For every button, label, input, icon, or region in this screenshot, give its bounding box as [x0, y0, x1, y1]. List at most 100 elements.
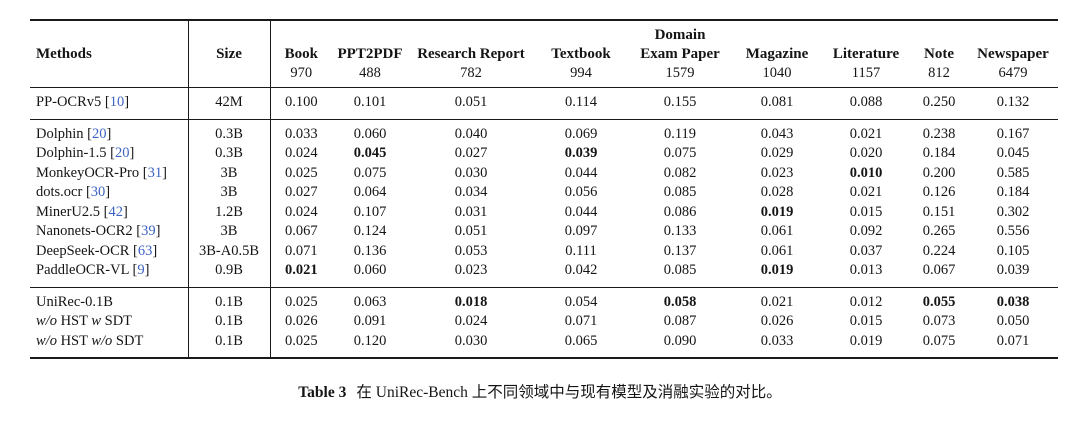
- metric-cell: 0.086: [663, 203, 697, 220]
- metric-cell: 0.028: [760, 184, 794, 200]
- citation-link[interactable]: 39: [141, 223, 156, 239]
- col-header-label: Research Report: [417, 46, 525, 62]
- metric-cell: 0.013: [849, 262, 883, 278]
- metric-cell: 0.021: [849, 184, 883, 200]
- metric-cell: 0.020: [849, 145, 883, 161]
- metric-cell: 0.021: [760, 293, 794, 310]
- metric-cell: 0.050: [996, 313, 1030, 329]
- metric-cell: 0.065: [564, 332, 598, 349]
- metric-cell: 0.184: [922, 145, 956, 161]
- citation-link[interactable]: 42: [108, 203, 124, 220]
- col-header-count: 994: [570, 65, 592, 81]
- metric-cell: 0.063: [353, 293, 387, 310]
- metric-cell: 0.155: [663, 94, 697, 110]
- citation-link[interactable]: 63: [137, 242, 153, 259]
- metric-cell: 0.051: [454, 223, 488, 239]
- metric-cell: 0.024: [454, 313, 488, 329]
- row-group-3: UniRec-0.1B 0.1B 0.025 0.063 0.018 0.054 0.058…: [30, 287, 1058, 358]
- citation-link[interactable]: 30: [90, 184, 106, 200]
- citation-link[interactable]: 10: [109, 94, 125, 110]
- metric-cell: 0.071: [564, 313, 598, 329]
- metric-cell: 0.238: [922, 125, 956, 142]
- method-name-part: SDT: [112, 332, 144, 349]
- header-row: Methods Size Book 970 PPT2PDF 488 Research R…: [30, 20, 1058, 88]
- col-header-research-report: Research Report 782: [408, 20, 534, 88]
- col-header-count: 970: [290, 65, 313, 81]
- col-header-label: Textbook: [551, 46, 611, 62]
- method-name-part: PaddleOCR-VL: [36, 262, 129, 278]
- metric-cell: 0.085: [663, 262, 697, 278]
- metric-cell: 0.010: [849, 164, 883, 181]
- metric-cell: 0.167: [996, 125, 1030, 142]
- col-header-label: Literature: [832, 46, 900, 62]
- metric-cell: 0.045: [996, 145, 1030, 161]
- metric-cell: 0.091: [353, 313, 387, 329]
- metric-cell: 0.060: [353, 262, 387, 278]
- metric-cell: 0.021: [284, 262, 318, 278]
- metric-cell: 0.200: [922, 164, 956, 181]
- metric-cell: 0.067: [284, 223, 318, 239]
- col-header-label: Methods: [36, 46, 92, 62]
- citation-link[interactable]: 31: [147, 164, 163, 181]
- metric-cell: 0.151: [922, 203, 956, 220]
- metric-cell: 0.015: [849, 313, 883, 329]
- metric-cell: 0.045: [353, 145, 387, 161]
- metric-cell: 0.024: [284, 203, 318, 220]
- col-header-label: Newspaper: [977, 46, 1049, 62]
- method-name-part: MonkeyOCR-Pro: [36, 164, 140, 181]
- col-header-label: Magazine: [745, 46, 809, 62]
- metric-cell: 0.025: [284, 332, 318, 349]
- metric-cell: 0.051: [454, 94, 488, 110]
- metric-cell: 0.054: [564, 293, 598, 310]
- metric-cell: 0.044: [564, 203, 598, 220]
- metric-cell: 0.556: [996, 223, 1030, 239]
- metric-cell: 0.038: [996, 293, 1030, 310]
- metric-cell: 0.023: [760, 164, 794, 181]
- metric-cell: 0.019: [760, 262, 794, 278]
- metric-cell: 0.023: [454, 262, 488, 278]
- metric-cell: 0.012: [849, 293, 883, 310]
- metric-cell: 0.224: [922, 242, 956, 259]
- col-header-label: Note: [924, 46, 954, 62]
- method-name: PP-OCRv5 [10]: [30, 87, 189, 119]
- metric-cell: 0.111: [565, 242, 597, 259]
- metric-cell: 0.081: [760, 94, 794, 110]
- metric-cell: 0.025: [284, 164, 318, 181]
- col-header-domain-exam-paper: Domain Exam Paper 1579: [628, 20, 732, 88]
- citation-link[interactable]: 9: [137, 262, 145, 278]
- col-header-count: 6479: [998, 65, 1028, 81]
- metric-cell: 0.250: [922, 94, 956, 110]
- metric-cell: 0.133: [663, 223, 697, 239]
- table-row: MinerU2.5 [42] 1.2B 0.024 0.107 0.031 0.044 0.…: [30, 202, 1058, 222]
- col-header-ppt2pdf: PPT2PDF 488: [332, 20, 408, 88]
- metric-cell: 0.120: [353, 332, 387, 349]
- citation-link[interactable]: 20: [92, 125, 107, 142]
- metric-cell: 0.087: [663, 313, 697, 329]
- col-header-count: [191, 64, 268, 83]
- size-value: 0.1B: [188, 331, 271, 358]
- metric-cell: 0.124: [353, 223, 387, 239]
- method-name-part: Dolphin-1.5: [36, 145, 107, 161]
- col-header-label: PPT2PDF: [337, 46, 403, 62]
- col-header-count: [36, 64, 186, 83]
- metric-cell: 0.105: [996, 242, 1030, 259]
- metric-cell: 0.043: [760, 125, 794, 142]
- col-header-label: Size: [216, 46, 242, 62]
- table-row: PaddleOCR-VL [9] 0.9B 0.021 0.060 0.023 0.042…: [30, 261, 1058, 287]
- metric-cell: 0.075: [663, 145, 697, 161]
- col-header-note: Note 812: [910, 20, 968, 88]
- citation-link[interactable]: 20: [114, 145, 130, 161]
- metric-cell: 0.585: [996, 164, 1030, 181]
- metric-cell: 0.126: [922, 184, 956, 200]
- table-caption: Table 3 在 UniRec-Bench 上不同领域中与现有模型及消融实验的对…: [0, 380, 1080, 402]
- metric-cell: 0.024: [284, 145, 318, 161]
- size-value: 1.2B: [188, 202, 271, 222]
- metric-cell: 0.069: [564, 125, 598, 142]
- metric-cell: 0.025: [284, 293, 318, 310]
- col-header-count: 488: [359, 65, 381, 81]
- size-value: 42M: [188, 87, 271, 119]
- col-header-pre-line: Domain: [654, 27, 706, 43]
- table-row: Dolphin-1.5 [20] 0.3B 0.024 0.045 0.027 0.039…: [30, 144, 1058, 164]
- col-header-textbook: Textbook 994: [534, 20, 628, 88]
- method-name-part: dots.ocr: [36, 184, 83, 200]
